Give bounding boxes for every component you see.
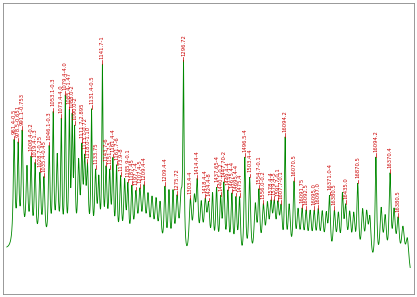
- Text: 1556.0-0.2: 1556.0-0.2: [261, 170, 266, 199]
- Text: 16094.2: 16094.2: [283, 110, 288, 132]
- Text: 1173.9-8: 1173.9-8: [118, 147, 123, 170]
- Text: 961.4-0.5: 961.4-0.5: [12, 109, 17, 134]
- Text: 1053.1-0.3: 1053.1-0.3: [51, 78, 56, 107]
- Text: 16435.0: 16435.0: [343, 177, 348, 199]
- Text: 16095.0: 16095.0: [311, 183, 317, 205]
- Text: 1111.7-2.895: 1111.7-2.895: [79, 102, 84, 138]
- Text: 978.5-0.651: 978.5-0.651: [15, 105, 20, 137]
- Text: 1209.4-4: 1209.4-4: [163, 157, 168, 181]
- Text: 1073.4-4.0: 1073.4-4.0: [59, 85, 64, 113]
- Text: 1028.7-0.25: 1028.7-0.25: [38, 135, 43, 167]
- Text: 1079.4-4.0: 1079.4-4.0: [63, 61, 68, 90]
- Text: 16070.5: 16070.5: [291, 154, 296, 176]
- Text: 1133.75: 1133.75: [93, 142, 98, 164]
- Text: 16870.5: 16870.5: [355, 157, 360, 178]
- Text: 1554.7-0.1: 1554.7-0.1: [256, 155, 261, 184]
- Text: 1131.4-0.5: 1131.4-0.5: [89, 75, 94, 104]
- Text: 16091.75: 16091.75: [299, 178, 304, 203]
- Text: 16371.0-4: 16371.0-4: [327, 163, 332, 190]
- Text: 1414.4-4: 1414.4-4: [195, 150, 200, 174]
- Text: 1035.4-0.45: 1035.4-0.45: [41, 140, 46, 172]
- Text: 1085.4-1.47: 1085.4-1.47: [67, 72, 72, 105]
- Text: 1607.7-0.1: 1607.7-0.1: [279, 170, 284, 199]
- Text: 1207.4-5: 1207.4-5: [138, 159, 143, 183]
- Text: 16380.5: 16380.5: [332, 184, 337, 205]
- Text: 1185.9-0.1: 1185.9-0.1: [126, 149, 131, 177]
- Text: 1019.4-1.3: 1019.4-1.3: [33, 129, 38, 157]
- Text: 1275.72: 1275.72: [175, 168, 180, 190]
- Text: 1141.7-1: 1141.7-1: [100, 35, 105, 59]
- Text: 991.1-0.753: 991.1-0.753: [20, 93, 25, 125]
- Text: 1449.4-4: 1449.4-4: [225, 161, 230, 185]
- Text: 1303.4-4: 1303.4-4: [188, 170, 193, 194]
- Text: 1008.4-0.2: 1008.4-0.2: [28, 122, 33, 151]
- Text: 1440.1-0.2: 1440.1-0.2: [218, 162, 223, 191]
- Text: 1447.70-2: 1447.70-2: [221, 150, 226, 177]
- Text: 1161.4-4: 1161.4-4: [111, 129, 116, 152]
- Text: 1579.4-5: 1579.4-5: [272, 171, 277, 195]
- Text: 1496.5-4: 1496.5-4: [242, 128, 247, 152]
- Text: 1113.7-0.72: 1113.7-0.72: [82, 117, 87, 149]
- Text: 1475.4: 1475.4: [237, 173, 242, 192]
- Text: 1090.0-2: 1090.0-2: [72, 97, 77, 120]
- Text: 1437.65-4: 1437.65-4: [214, 155, 219, 182]
- Text: 1296.72: 1296.72: [181, 34, 186, 56]
- Text: 16094.2: 16094.2: [373, 130, 378, 152]
- Text: 1424.4-8: 1424.4-8: [206, 173, 211, 196]
- Text: 1143.7-6: 1143.7-6: [103, 137, 108, 161]
- Text: 14675.4-4: 14675.4-4: [229, 161, 234, 188]
- Text: 1418.4-4: 1418.4-4: [203, 169, 208, 193]
- Text: 1118.0-1.10: 1118.0-1.10: [85, 126, 90, 158]
- Text: 1088.0-2: 1088.0-2: [70, 84, 75, 108]
- Text: 1209.4-4: 1209.4-4: [141, 156, 146, 180]
- Text: 1046.1-0.3: 1046.1-0.3: [47, 112, 52, 140]
- Text: 1591.7-0.1: 1591.7-0.1: [275, 167, 280, 196]
- Text: 1578.4-4: 1578.4-4: [269, 171, 274, 195]
- Text: 1161.7-6: 1161.7-6: [114, 136, 119, 160]
- Text: 14695.4-4: 14695.4-4: [234, 164, 239, 192]
- Text: 16370.4: 16370.4: [387, 146, 392, 168]
- Text: 16380.5: 16380.5: [396, 190, 401, 212]
- Text: 16097.0: 16097.0: [316, 182, 321, 203]
- Text: 1187.45: 1187.45: [129, 158, 134, 180]
- Text: 1151.7-5: 1151.7-5: [107, 140, 112, 164]
- Text: 1503.4-4: 1503.4-4: [247, 149, 252, 172]
- Text: 1197.7-4: 1197.7-4: [133, 162, 138, 185]
- Text: 16092.5: 16092.5: [304, 183, 309, 205]
